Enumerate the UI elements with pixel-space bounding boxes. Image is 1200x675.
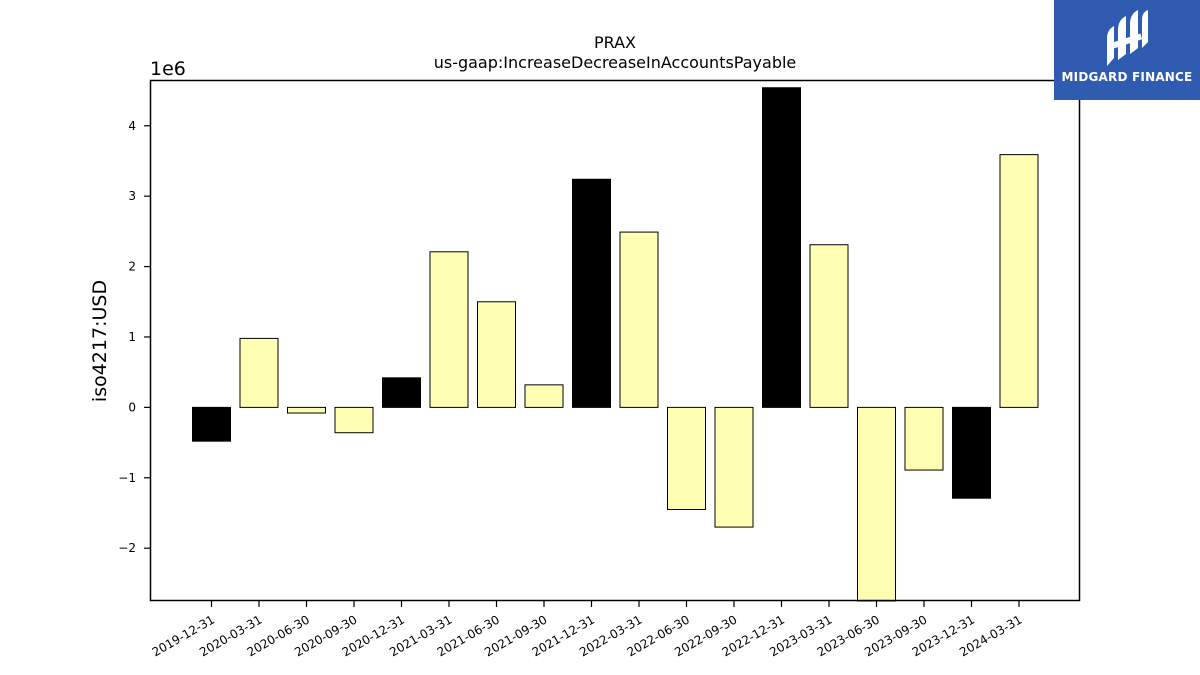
bar-2022-03-31: [619, 231, 659, 408]
y-ticks-group: −2 −1 0 1 2 3 4: [118, 119, 150, 555]
bar-2022-06-30: [667, 406, 706, 510]
y-tick-label: 2: [128, 260, 136, 274]
bar-2023-09-30: [904, 406, 944, 471]
bar-2023-03-31: [809, 244, 849, 408]
logo-text: MIDGARD FINANCE: [1061, 70, 1193, 84]
y-tick-label: −2: [118, 541, 136, 555]
bars-group: [192, 87, 1039, 602]
bar-2021-09-30: [524, 384, 564, 408]
y-tick-label: 1: [128, 330, 136, 344]
bar-2020-12-31: [382, 377, 421, 408]
bar-2021-03-31: [429, 251, 469, 408]
bar-2019-12-31: [192, 406, 231, 442]
chart-title: PRAX: [594, 33, 636, 52]
bar-2020-06-30: [287, 406, 326, 414]
midgard-logo-icon: [1107, 10, 1148, 66]
y-tick-label: 0: [128, 400, 136, 414]
bar-2021-12-31: [572, 178, 611, 408]
y-tick-label: 4: [128, 119, 136, 133]
bar-2023-06-30: [857, 406, 896, 602]
bar-2024-03-31: [999, 154, 1039, 408]
y-axis-label: iso4217:USD: [89, 280, 111, 402]
x-ticks-group: 2019-12-312020-03-312020-06-302020-09-30…: [150, 601, 1025, 659]
bar-2021-06-30: [477, 301, 516, 408]
chart-subtitle: us-gaap:IncreaseDecreaseInAccountsPayabl…: [434, 53, 797, 72]
y-multiplier-label: 1e6: [150, 58, 186, 80]
bar-2020-03-31: [239, 337, 279, 408]
bar-2022-09-30: [714, 406, 754, 528]
bar-2022-12-31: [762, 87, 801, 408]
midgard-finance-logo: MIDGARD FINANCE: [1054, 0, 1200, 100]
plot-frame: [149, 79, 1081, 602]
y-tick-label: −1: [118, 471, 136, 485]
y-tick-label: 3: [128, 189, 136, 203]
bar-2020-09-30: [334, 406, 374, 434]
bar-2023-12-31: [952, 406, 991, 499]
